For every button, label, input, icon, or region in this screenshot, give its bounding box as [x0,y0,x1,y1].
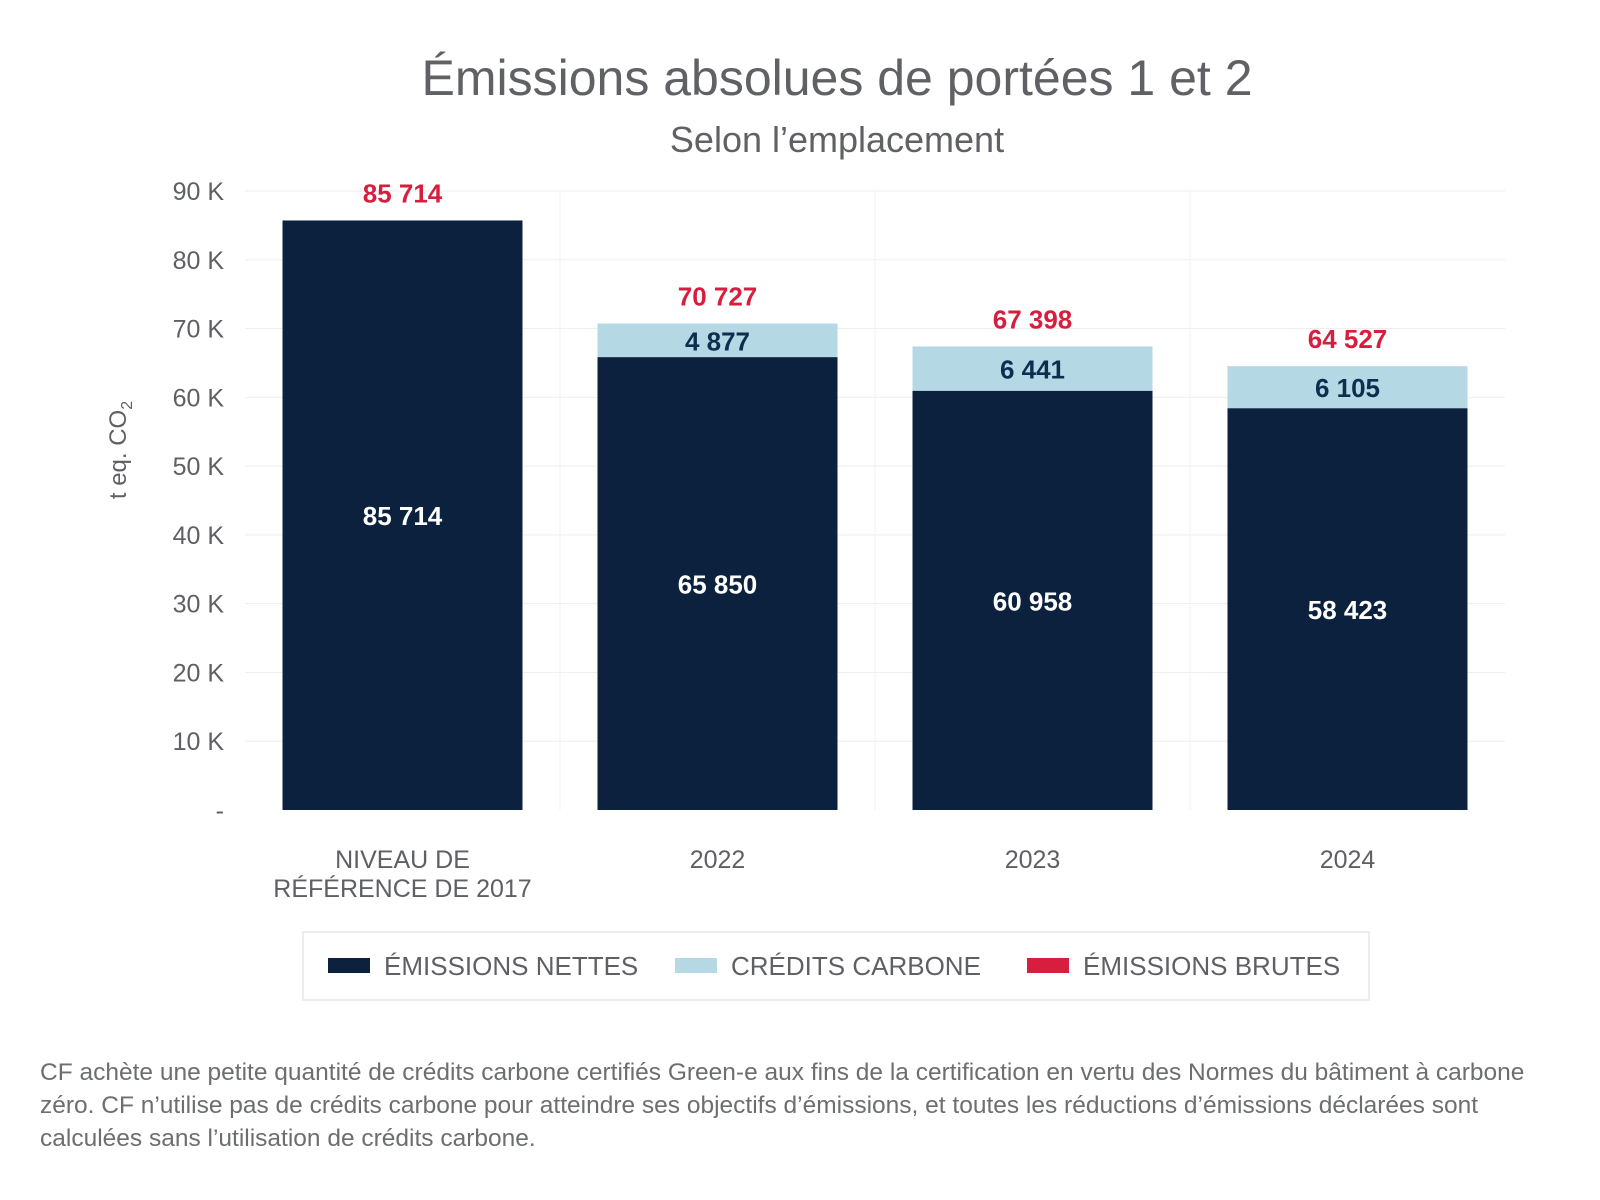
y-tick-label: 10 K [173,728,225,756]
bar-segment-emissions-nettes [1227,408,1468,810]
y-tick-label: 40 K [173,522,225,550]
bar-segment-credits-carbone [912,346,1153,391]
data-label-credits-carbone: 6 441 [1000,355,1065,385]
chart-subtitle: Selon l’emplacement [670,119,1004,160]
data-labels: 85 714 85 714 65 850 4 877 70 727 60 958 6 441… [363,178,1388,625]
bar-segment-credits-carbone [597,323,838,358]
x-tick-label: 2022 [690,846,746,874]
x-tick-label: NIVEAU DE [335,846,470,874]
y-tick-label: 60 K [173,384,225,412]
legend-swatch [328,958,370,973]
legend: ÉMISSIONS NETTES CRÉDITS CARBONE ÉMISSIONS… [328,951,1340,981]
legend-label: ÉMISSIONS BRUTES [1083,951,1340,981]
bar-segment-emissions-nettes [597,357,838,810]
legend-box [302,931,1370,1001]
y-tick-label: 50 K [173,453,225,481]
y-tick-label: 20 K [173,659,225,687]
data-label-emissions-brutes: 85 714 [363,178,443,208]
y-tick-label: 90 K [173,178,225,206]
y-tick-label: 80 K [173,247,225,275]
footnote: CF achète une petite quantité de crédits… [40,1059,1525,1152]
y-axis-label-subscript: 2 [119,401,136,410]
x-tick-label: 2024 [1320,846,1376,874]
y-tick-label: - [216,797,224,825]
y-axis-label-text: t eq. CO [105,410,132,499]
y-axis-label: t eq. CO2 [105,401,136,499]
data-label-emissions-nettes: 85 714 [363,501,443,531]
x-tick-label: 2023 [1005,846,1061,874]
data-label-emissions-nettes: 60 958 [993,586,1073,616]
data-label-credits-carbone: 6 105 [1315,373,1380,403]
bar-segment-emissions-nettes [912,390,1153,810]
bar-segment-emissions-nettes [282,220,523,810]
data-label-emissions-brutes: 70 727 [678,282,758,312]
x-tick-label: RÉFÉRENCE DE 2017 [273,874,531,903]
y-tick-label: 30 K [173,591,225,619]
data-label-emissions-nettes: 65 850 [678,570,758,600]
data-label-emissions-nettes: 58 423 [1308,595,1388,625]
data-label-emissions-brutes: 64 527 [1308,324,1388,354]
legend-swatch [1027,958,1069,973]
bars [282,220,1468,810]
y-axis-ticks: - 10 K 20 K 30 K 40 K 50 K 60 K 70 K 80 K 90 K [173,178,225,825]
y-tick-label: 70 K [173,316,225,344]
bar-segment-credits-carbone [1227,366,1468,409]
data-label-emissions-brutes: 67 398 [993,304,1073,334]
legend-swatch [675,958,717,973]
legend-label: ÉMISSIONS NETTES [384,951,638,981]
data-label-credits-carbone: 4 877 [685,326,750,356]
legend-label: CRÉDITS CARBONE [731,951,981,981]
chart-title: Émissions absolues de portées 1 et 2 [421,50,1252,106]
